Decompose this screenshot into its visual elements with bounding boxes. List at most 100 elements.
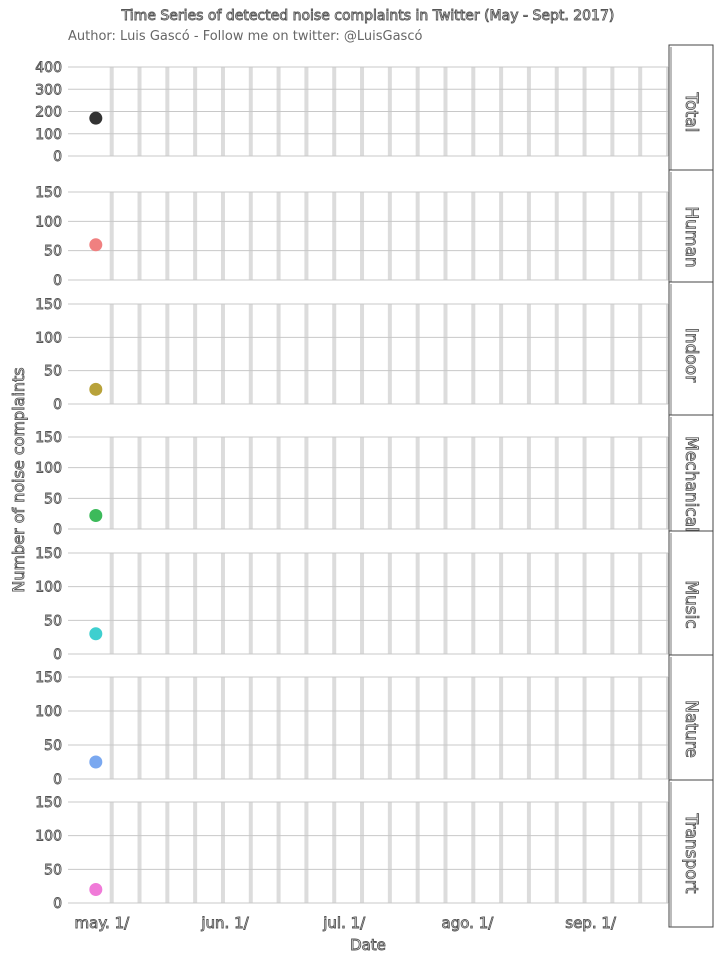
facet-strip: Mechanical bbox=[668, 414, 714, 554]
x-tick-label: jun. 1/ bbox=[200, 914, 249, 932]
facet-panels: 0 100 200 300 400 Total 0 50 100 150 Human 0 50 100 15… bbox=[35, 44, 714, 928]
grid-bar bbox=[276, 677, 281, 779]
chart-subtitle: Author: Luis Gascó - Follow me on twitte… bbox=[68, 29, 422, 44]
data-point bbox=[89, 111, 103, 125]
grid-bar bbox=[193, 802, 198, 903]
grid-bar bbox=[415, 437, 420, 529]
grid-bar bbox=[248, 304, 253, 404]
data-point bbox=[89, 883, 103, 897]
y-tick-label: 300 bbox=[35, 82, 62, 98]
grid-bar bbox=[554, 304, 559, 404]
chart-title: Time Series of detected noise complaints… bbox=[121, 8, 615, 24]
grid-bar bbox=[387, 677, 392, 779]
y-tick-label: 50 bbox=[44, 862, 62, 878]
grid-bar bbox=[471, 677, 476, 779]
grid-bar bbox=[165, 802, 170, 903]
grid-bar bbox=[109, 677, 114, 779]
facet-strip-label: Nature bbox=[681, 700, 701, 758]
y-tick-label: 150 bbox=[35, 795, 62, 811]
grid-bar bbox=[471, 553, 476, 654]
grid-bar bbox=[526, 677, 531, 779]
grid-bar bbox=[415, 553, 420, 654]
y-tick-label: 150 bbox=[35, 185, 62, 201]
grid-bar bbox=[471, 192, 476, 280]
y-tick-label: 50 bbox=[44, 244, 62, 260]
y-tick-label: 100 bbox=[35, 214, 62, 230]
panel-transport: 0 50 100 150 Transport bbox=[35, 779, 714, 928]
grid-bar bbox=[443, 304, 448, 404]
y-tick-label: 100 bbox=[35, 461, 62, 477]
y-tick-label: 0 bbox=[53, 772, 62, 788]
grid-bar bbox=[220, 192, 225, 280]
grid-bar bbox=[332, 437, 337, 529]
y-tick-label: 100 bbox=[35, 829, 62, 845]
grid-bar bbox=[220, 677, 225, 779]
grid-bar bbox=[387, 192, 392, 280]
facet-strip: Total bbox=[668, 44, 714, 181]
grid-bar bbox=[499, 437, 504, 529]
grid-bar bbox=[582, 553, 587, 654]
facet-strip-label: Indoor bbox=[681, 328, 701, 382]
grid-bar bbox=[526, 802, 531, 903]
grid-bar bbox=[137, 437, 142, 529]
grid-bar bbox=[415, 677, 420, 779]
y-tick-label: 100 bbox=[35, 580, 62, 596]
grid-bar bbox=[109, 802, 114, 903]
grid-bar bbox=[471, 304, 476, 404]
grid-bar bbox=[109, 553, 114, 654]
grid-bar bbox=[248, 677, 253, 779]
x-tick-label: jul. 1/ bbox=[322, 914, 366, 932]
grid-bar bbox=[610, 192, 615, 280]
grid-bar bbox=[387, 802, 392, 903]
grid-bar bbox=[304, 192, 309, 280]
grid-bar bbox=[248, 553, 253, 654]
panel-indoor: 0 50 100 150 Indoor bbox=[35, 281, 714, 429]
y-axis-label: Number of noise complaints bbox=[9, 367, 28, 592]
grid-bar bbox=[332, 802, 337, 903]
facet-strip: Indoor bbox=[668, 281, 714, 429]
grid-bar bbox=[638, 437, 643, 529]
y-tick-label: 50 bbox=[44, 364, 62, 380]
grid-bar bbox=[499, 677, 504, 779]
y-tick-label: 0 bbox=[53, 273, 62, 289]
grid-bar bbox=[304, 802, 309, 903]
grid-bar bbox=[415, 304, 420, 404]
facet-strip: Transport bbox=[668, 779, 714, 928]
grid-bar bbox=[332, 553, 337, 654]
grid-bar bbox=[276, 304, 281, 404]
grid-bar bbox=[304, 437, 309, 529]
grid-bar bbox=[304, 677, 309, 779]
grid-bar bbox=[360, 304, 365, 404]
facet-strip-label: Mechanical bbox=[681, 436, 701, 532]
grid-bar bbox=[137, 802, 142, 903]
grid-bar bbox=[610, 553, 615, 654]
grid-bar bbox=[360, 677, 365, 779]
grid-bar bbox=[220, 553, 225, 654]
grid-bar bbox=[666, 437, 670, 529]
grid-bar bbox=[443, 677, 448, 779]
grid-bar bbox=[220, 802, 225, 903]
grid-bar bbox=[387, 437, 392, 529]
grid-bar bbox=[554, 802, 559, 903]
data-point bbox=[89, 509, 103, 523]
grid-bar bbox=[360, 553, 365, 654]
grid-bar bbox=[610, 677, 615, 779]
grid-bar bbox=[387, 553, 392, 654]
panel-mechanical: 0 50 100 150 Mechanical bbox=[35, 414, 714, 554]
y-tick-label: 0 bbox=[53, 149, 62, 165]
facet-strip-label: Music bbox=[681, 580, 701, 628]
y-tick-label: 50 bbox=[44, 738, 62, 754]
grid-bar bbox=[554, 437, 559, 529]
grid-bar bbox=[526, 192, 531, 280]
grid-bar bbox=[193, 553, 198, 654]
grid-bar bbox=[666, 802, 670, 903]
y-tick-label: 0 bbox=[53, 397, 62, 413]
grid-bar bbox=[638, 802, 643, 903]
grid-bar bbox=[137, 677, 142, 779]
grid-bar bbox=[165, 304, 170, 404]
grid-bar bbox=[276, 437, 281, 529]
grid-bar bbox=[332, 192, 337, 280]
grid-bar bbox=[526, 304, 531, 404]
y-tick-label: 200 bbox=[35, 105, 62, 121]
